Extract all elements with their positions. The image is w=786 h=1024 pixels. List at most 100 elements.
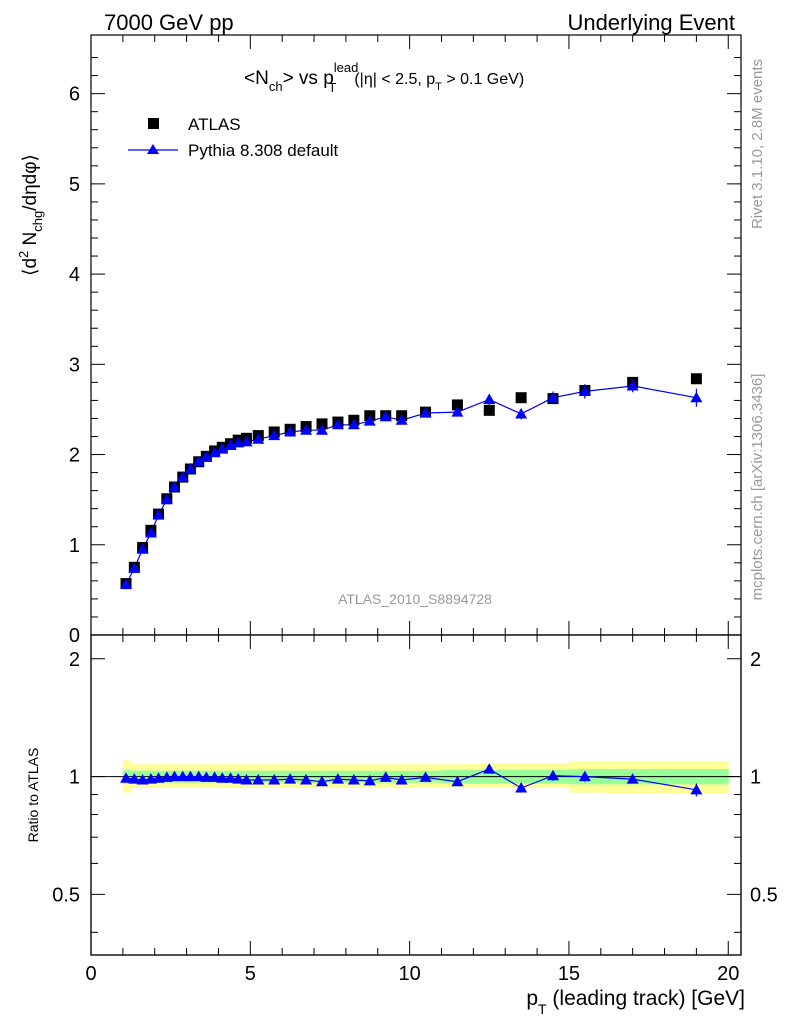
ratio-pythia-point [331, 773, 344, 784]
pythia-point [316, 424, 329, 435]
ratio-pythia-point [363, 774, 376, 786]
ratio-y-tick-label: 2 [69, 649, 80, 671]
pythia-point [363, 415, 376, 426]
ratio-plot-marks [120, 763, 703, 797]
main-y-label: ⟨d2 Nchg/dηdφ⟩ [16, 154, 45, 276]
ratio-pythia-point [176, 770, 189, 782]
main-y-tick-label: 0 [69, 625, 80, 647]
pythia-point [208, 446, 221, 458]
plot-title-vs-sup: lead [334, 60, 359, 75]
pythia-point [128, 562, 141, 573]
pythia-point [626, 379, 639, 391]
ratio-pythia-point [208, 771, 221, 782]
ratio-pythia-point [240, 773, 253, 785]
pythia-point [136, 543, 149, 554]
legend-atlas-label: ATLAS [188, 115, 241, 134]
ratio-pythia-point [136, 773, 149, 785]
ratio-panel-frame [90, 634, 742, 956]
pythia-point [224, 439, 237, 451]
pythia-point [547, 391, 560, 403]
main-y-tick-label: 3 [69, 354, 80, 376]
ratio-pythia-point [690, 783, 703, 795]
ratio-pythia-point [451, 775, 464, 787]
rivet-label: Rivet 3.1.10, 2.8M events [749, 59, 766, 229]
ratio-pythia-point [547, 769, 560, 781]
pythia-point [379, 410, 392, 422]
pythia-point [216, 443, 229, 454]
ratio-pythia-point [284, 773, 297, 784]
pythia-point [168, 481, 181, 492]
ratio-pythia-point [128, 773, 141, 784]
header-right: Underlying Event [567, 10, 735, 35]
ratio-pythia-point [316, 775, 329, 787]
pythia-point [176, 471, 189, 482]
pythia-point [284, 425, 297, 437]
pythia-point [483, 393, 496, 405]
ratio-y-tick-label-right: 2 [750, 649, 761, 671]
pythia-point [240, 435, 253, 447]
main-y-tick-label: 6 [69, 84, 80, 106]
main-y-tick-label: 5 [69, 174, 80, 196]
ratio-pythia-point [152, 772, 165, 783]
ratio-y-tick-label: 1 [69, 767, 80, 789]
ratio-pythia-point [483, 763, 496, 774]
ratio-pythia-point [224, 772, 237, 783]
ratio-pythia-point [184, 770, 197, 782]
main-y-tick-label: 2 [69, 445, 80, 467]
pythia-point [515, 407, 528, 419]
ratio-panel-border [90, 634, 742, 956]
x-tick-label: 15 [558, 963, 580, 985]
ratio-pythia-point [268, 773, 281, 785]
pythia-point [268, 429, 281, 441]
pythia-point [331, 418, 344, 430]
ratio-pythia-point [200, 771, 213, 782]
plot-title-cuts-1: (|η| < 2.5, p [354, 71, 435, 88]
main-y-tick-label: 1 [69, 535, 80, 557]
x-axis-label-2: (leading track) [GeV] [547, 987, 745, 1010]
main-y-label-1: ⟨d [20, 258, 41, 276]
ratio-y-tick-label-right: 0.5 [750, 884, 778, 906]
pythia-point [347, 418, 360, 430]
header-left: 7000 GeV pp [104, 10, 234, 35]
atlas-point [483, 404, 495, 416]
main-panel-frame [90, 34, 742, 636]
ratio-y-label: Ratio to ATLAS [25, 748, 41, 843]
plot-title-cuts-sub: T [435, 81, 442, 93]
x-tick-label: 10 [399, 963, 421, 985]
plot-title-main: <N [244, 68, 269, 89]
x-axis-label-1: p [526, 987, 538, 1010]
ratio-pythia-point [515, 781, 528, 793]
plot-title: <Nch> vs plead T (|η| < 2.5, pT > 0.1 GeV) [244, 60, 524, 95]
legend-atlas-marker [148, 118, 159, 129]
ratio-pythia-point [419, 771, 432, 782]
ratio-pythia-point [395, 773, 408, 785]
legend-pythia-label: Pythia 8.308 default [188, 141, 339, 160]
analysis-label: ATLAS_2010_S8894728 [338, 591, 492, 607]
x-axis-label-sub: T [538, 1001, 547, 1017]
main-y-label-3: /dηdφ⟩ [20, 154, 41, 211]
atlas-point [451, 399, 463, 411]
main-y-label-sub: chg [30, 211, 45, 232]
ratio-pythia-point [347, 773, 360, 785]
plot-title-vs-sub: T [328, 80, 336, 95]
main-axis-ticks: 0 1 2 3 4 5 6 [69, 35, 741, 647]
ratio-pythia-point [120, 772, 133, 783]
mcplots-label: mcplots.cern.ch [arXiv:1306.3436] [749, 374, 766, 601]
main-y-tick-label: 4 [69, 264, 80, 286]
main-plot-marks [120, 373, 703, 590]
pythia-point [300, 424, 313, 435]
pythia-point [419, 407, 432, 418]
pythia-point [252, 433, 265, 444]
ratio-pythia-point [216, 772, 229, 783]
pythia-point [451, 406, 464, 417]
pythia-point [690, 391, 703, 403]
ratio-pythia-point [626, 773, 639, 784]
x-tick-label: 5 [245, 963, 256, 985]
plot-title-cuts-2: > 0.1 GeV) [442, 71, 524, 88]
pythia-point [144, 527, 157, 538]
atlas-point [690, 373, 702, 385]
ratio-pythia-point [252, 773, 265, 785]
atlas-point [316, 418, 328, 430]
x-axis-label: pT (leading track) [GeV] [526, 987, 745, 1017]
pythia-point [152, 509, 165, 520]
